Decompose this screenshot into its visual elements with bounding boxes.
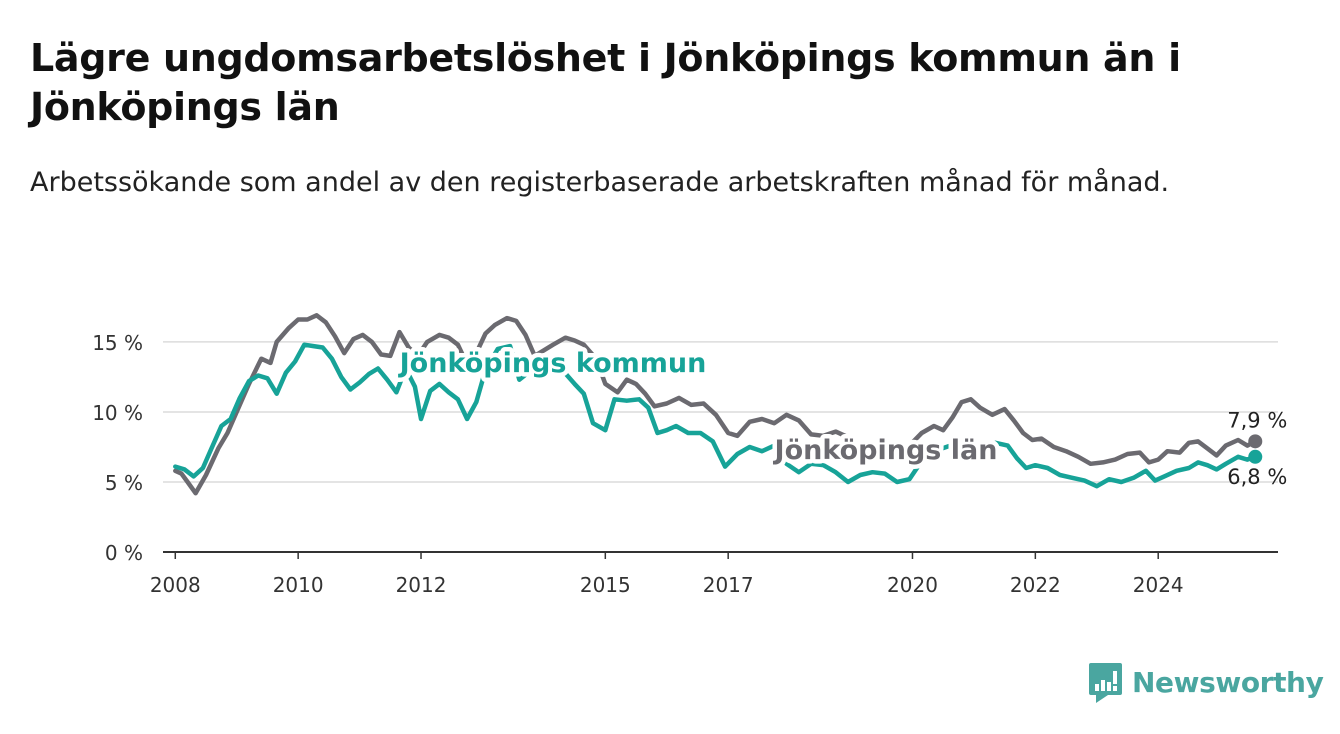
series-name-label: Jönköpings län [773,435,998,466]
x-tick-label: 2010 [273,573,324,597]
y-axis-ticks: 0 % 5 % 10 % 15 % [92,331,143,565]
y-tick-label: 15 % [92,331,143,355]
x-axis-ticks: 2008 2010 2012 2015 2017 2020 2022 2024 [150,552,1184,597]
series-name-halo: Jönköpings län [773,435,998,466]
series-end-point-0 [1248,434,1263,449]
x-tick-label: 2017 [703,573,754,597]
series-name-halo: Jönköpings kommun [398,348,707,379]
x-tick-label: 2012 [396,573,447,597]
newsworthy-logo-icon [1089,663,1122,703]
y-tick-label: 0 % [105,541,143,565]
x-tick-label: 2008 [150,573,201,597]
series-line-1 [173,342,1258,489]
y-tick-label: 10 % [92,401,143,425]
y-tick-label: 5 % [105,471,143,495]
newsworthy-logo-text: Newsworthy [1132,665,1324,699]
series-end-point-1 [1248,449,1263,464]
series-name-label: Jönköpings kommun [398,348,707,379]
newsworthy-logo: Newsworthy [1088,660,1324,704]
series-lines [173,313,1263,496]
series-end-label-1: 6,8 % [1227,465,1287,489]
x-tick-label: 2024 [1133,573,1184,597]
series-end-label-0: 7,9 % [1227,408,1287,432]
series-line-0 [173,313,1258,496]
x-tick-label: 2022 [1010,573,1061,597]
page-title: Lägre ungdomsarbetslöshet i Jönköpings k… [30,36,1181,129]
page-subtitle: Arbetssökande som andel av den registerb… [30,167,1170,198]
x-tick-label: 2020 [887,573,938,597]
x-tick-label: 2015 [580,573,631,597]
grid-lines [163,341,1278,553]
